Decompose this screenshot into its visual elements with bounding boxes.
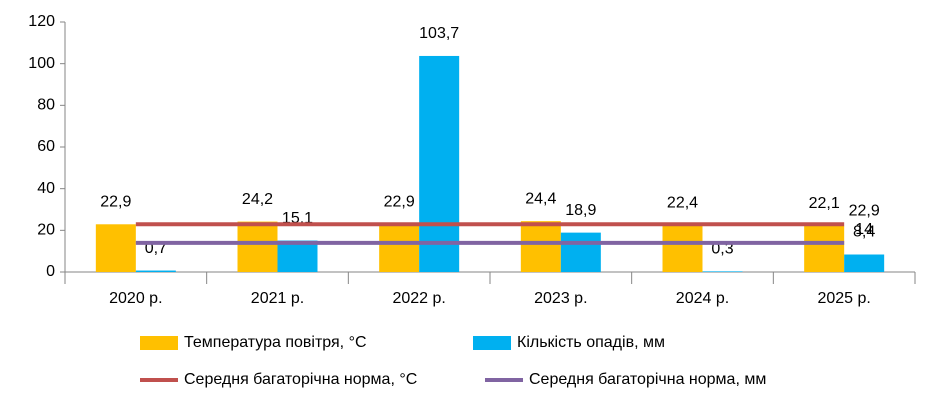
bar bbox=[702, 271, 743, 272]
value-label: 22,9 bbox=[100, 194, 131, 211]
bar bbox=[95, 224, 136, 272]
bar bbox=[419, 55, 460, 273]
value-label: 22,4 bbox=[667, 195, 698, 212]
value-label: 24,4 bbox=[525, 190, 556, 207]
legend-label: Температура повітря, °C bbox=[184, 334, 367, 351]
bar bbox=[237, 221, 278, 272]
value-label: 22,9 bbox=[384, 194, 415, 211]
bar bbox=[560, 232, 601, 272]
x-tick-label: 2025 р. bbox=[817, 290, 870, 307]
bar bbox=[379, 224, 420, 272]
x-tick-label: 2021 р. bbox=[251, 290, 304, 307]
value-label: 22,9 bbox=[849, 203, 880, 220]
y-tick-label: 60 bbox=[37, 138, 55, 155]
value-label: 8,4 bbox=[853, 224, 875, 241]
bar bbox=[135, 270, 176, 272]
y-tick-label: 0 bbox=[46, 263, 55, 280]
bar bbox=[662, 225, 703, 272]
x-tick-label: 2024 р. bbox=[676, 290, 729, 307]
y-tick-label: 100 bbox=[28, 55, 55, 72]
y-tick-label: 120 bbox=[28, 13, 55, 30]
value-label: 14 bbox=[855, 221, 873, 238]
legend-swatch bbox=[140, 336, 178, 350]
bar bbox=[277, 240, 318, 272]
x-tick-label: 2020 р. bbox=[109, 290, 162, 307]
y-tick-label: 80 bbox=[37, 97, 55, 114]
legend-label: Кількість опадів, мм bbox=[517, 334, 665, 351]
value-label: 103,7 bbox=[419, 25, 459, 42]
bar bbox=[844, 254, 885, 272]
x-tick-label: 2023 р. bbox=[534, 290, 587, 307]
y-tick-label: 40 bbox=[37, 180, 55, 197]
y-tick-label: 20 bbox=[37, 222, 55, 239]
value-label: 22,1 bbox=[809, 195, 840, 212]
legend-label: Середня багаторічна норма, мм bbox=[529, 371, 766, 388]
legend-swatch bbox=[473, 336, 511, 350]
bar bbox=[520, 221, 561, 272]
bar bbox=[804, 225, 845, 272]
x-tick-label: 2022 р. bbox=[392, 290, 445, 307]
legend-label: Середня багаторічна норма, °C bbox=[184, 371, 417, 388]
value-label: 24,2 bbox=[242, 191, 273, 208]
value-label: 0,3 bbox=[711, 241, 733, 258]
value-label: 18,9 bbox=[565, 202, 596, 219]
